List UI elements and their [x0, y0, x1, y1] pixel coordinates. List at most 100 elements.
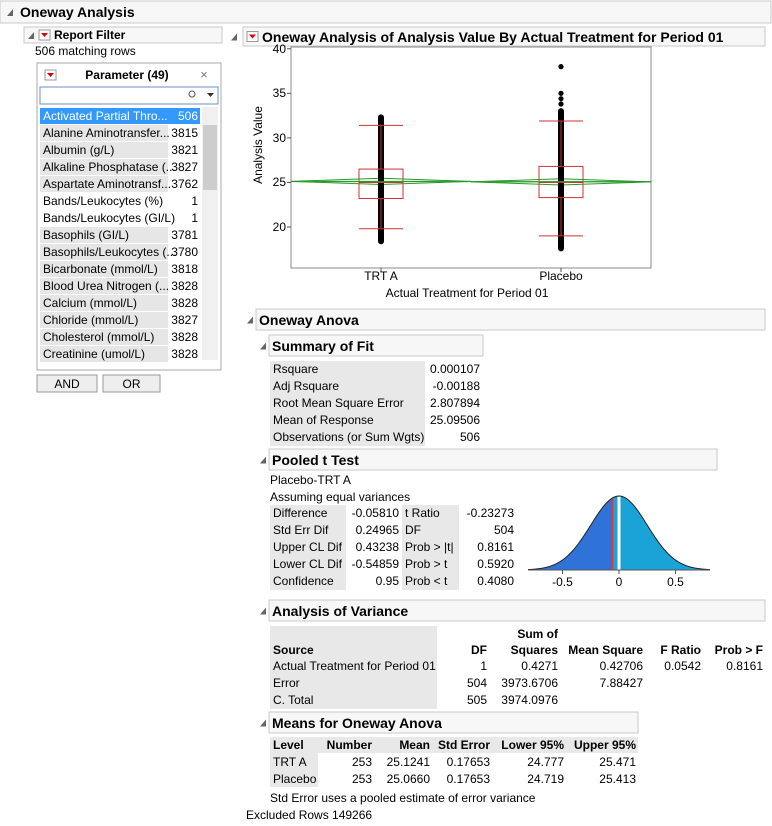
menu-arrow — [47, 73, 54, 77]
item-count: 3827 — [171, 313, 198, 327]
list-item[interactable]: Calcium (mmol/L) — [43, 296, 138, 310]
cell-value: 253 — [351, 755, 372, 769]
outline-bar — [268, 599, 766, 622]
disclosure-icon[interactable] — [247, 316, 253, 324]
disclosure-icon[interactable] — [260, 456, 266, 464]
search-box[interactable] — [39, 86, 219, 105]
item-count: 3780 — [171, 245, 198, 259]
cell-value: 25.413 — [599, 772, 636, 786]
cell-value: 7.88427 — [599, 676, 643, 690]
disclosure-icon[interactable] — [28, 32, 34, 39]
menu-arrow — [249, 34, 256, 39]
y-tick-label: 40 — [272, 41, 286, 56]
row-label: Rsquare — [273, 362, 319, 376]
button-label[interactable]: OR — [122, 377, 141, 391]
list-item[interactable]: Alanine Aminotransfer... — [43, 126, 170, 140]
disclosure-icon[interactable] — [260, 342, 266, 350]
outline-bar — [0, 0, 772, 24]
disclosure-icon[interactable] — [260, 719, 266, 727]
cell-value: 0.17653 — [446, 755, 490, 769]
subtitle: Placebo-TRT A — [270, 473, 351, 487]
list-item[interactable]: Albumin (g/L) — [43, 143, 115, 157]
cell-value: 3974.0976 — [501, 693, 558, 707]
row-label: Mean of Response — [273, 413, 374, 427]
row-value: -0.54859 — [351, 557, 399, 571]
button-label[interactable]: AND — [54, 377, 80, 391]
section-title: Analysis of Variance — [272, 602, 409, 619]
column-header: Mean Square — [568, 643, 643, 657]
row-label: Difference — [273, 506, 328, 520]
list-item[interactable]: Basophils (GI/L) — [43, 228, 130, 242]
row-value: 25.09506 — [429, 413, 480, 427]
outlier — [558, 96, 564, 102]
row-label: Confidence — [273, 574, 334, 588]
list-item[interactable]: Aspartate Aminotransf... — [43, 177, 172, 191]
row-label: Placebo — [273, 772, 317, 786]
list-item[interactable]: Cholesterol (mmol/L) — [43, 330, 155, 344]
header-row — [270, 737, 638, 753]
outlier — [558, 101, 564, 107]
column-header: Lower 95% — [501, 738, 564, 752]
list-item[interactable]: Basophils/Leukocytes (... — [43, 245, 177, 259]
column-header: DF — [471, 643, 487, 657]
row-value: 0.000107 — [429, 362, 480, 376]
cell-value: 253 — [351, 772, 372, 786]
y-tick-label: 30 — [272, 130, 286, 145]
item-bg — [40, 329, 168, 345]
section-title: Oneway Analysis of Analysis Value By Act… — [262, 28, 724, 45]
box — [358, 168, 404, 199]
item-count: 3821 — [171, 143, 198, 157]
disclosure-icon[interactable] — [260, 607, 266, 615]
x-tick-label: TRT A — [364, 269, 398, 283]
row-label: Observations (or Sum Wgts) — [273, 430, 425, 444]
cell-value: 24.777 — [527, 755, 564, 769]
cell-value: 24.719 — [527, 772, 564, 786]
row-value: 0.43238 — [355, 540, 399, 554]
button[interactable] — [102, 374, 161, 393]
list-item[interactable]: Creatinine (umol/L) — [43, 347, 146, 361]
cell-value: 0.42706 — [599, 659, 643, 673]
column-header: Upper 95% — [573, 738, 636, 752]
density-left — [528, 497, 613, 570]
list-item[interactable]: Bands/Leukocytes (GI/L) — [43, 211, 176, 225]
outlier — [558, 64, 564, 70]
cell-value: 0.4271 — [521, 659, 558, 673]
label-column — [270, 753, 318, 787]
list-item[interactable]: Bands/Leukocytes (%) — [43, 194, 164, 208]
row-label: C. Total — [273, 693, 314, 707]
row-label: t Ratio — [405, 506, 440, 520]
row-label: Actual Treatment for Period 01 — [273, 659, 436, 673]
label-column — [270, 361, 425, 446]
section-title: Oneway Analysis — [20, 4, 135, 20]
item-bg — [40, 261, 168, 277]
section-title: Pooled t Test — [272, 451, 359, 468]
label-column — [270, 505, 346, 590]
button[interactable] — [36, 374, 98, 393]
list-item[interactable]: Bicarbonate (mmol/L) — [43, 262, 158, 276]
cell-value: 505 — [466, 693, 487, 707]
list-item[interactable]: Chloride (mmol/L) — [43, 313, 139, 327]
disclosure-icon[interactable] — [7, 9, 13, 16]
row-label: Prob < t — [405, 574, 448, 588]
outline-bar — [23, 26, 223, 44]
list-item[interactable]: Activated Partial Thro... — [43, 109, 168, 123]
row-label: Upper CL Dif — [273, 540, 342, 554]
row-value: 0.5920 — [477, 557, 514, 571]
item-count: 3818 — [171, 262, 198, 276]
row-value: 0.95 — [375, 574, 399, 588]
column-header: Mean — [399, 738, 430, 752]
x-tick-label: 0.5 — [667, 575, 684, 589]
density-curve — [527, 495, 711, 571]
cell-value: 504 — [466, 676, 487, 690]
list-item[interactable]: Alkaline Phosphatase (... — [43, 160, 176, 174]
column-header: Prob > F — [714, 643, 763, 657]
density-right — [612, 496, 710, 570]
item-count: 3828 — [171, 330, 198, 344]
cell-value: 25.0660 — [386, 772, 430, 786]
row-label: Prob > t — [405, 557, 448, 571]
note: Assuming equal variances — [270, 490, 411, 504]
disclosure-icon[interactable] — [231, 33, 237, 41]
item-count: 3828 — [171, 279, 198, 293]
list-item[interactable]: Blood Urea Nitrogen (... — [43, 279, 170, 293]
item-count: 3762 — [171, 177, 198, 191]
